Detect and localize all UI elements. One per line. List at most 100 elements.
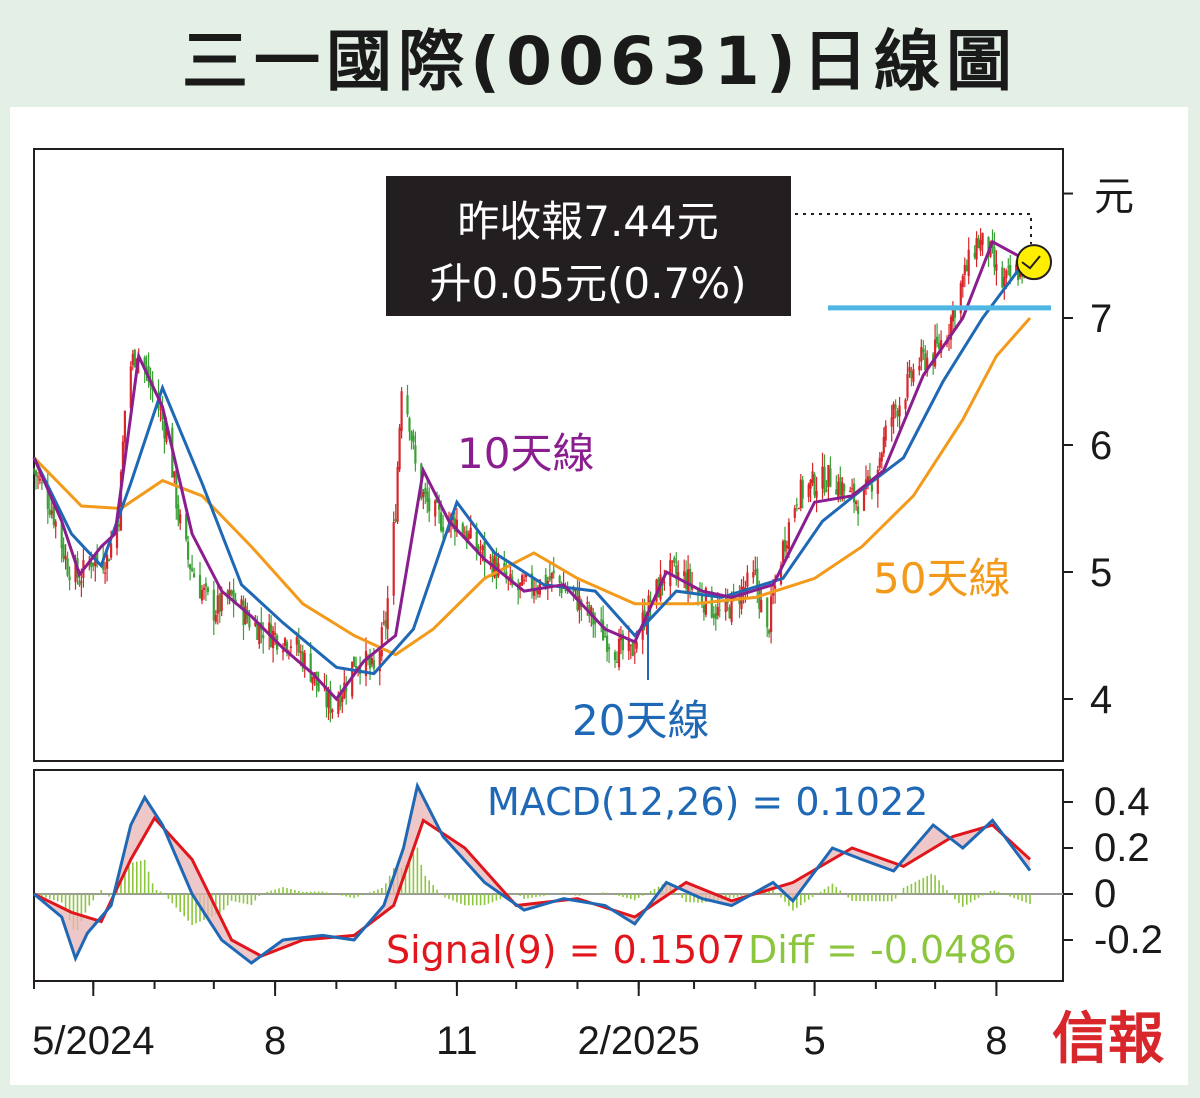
candle-body	[434, 500, 437, 517]
candle-body	[880, 453, 883, 462]
candle-body	[532, 590, 536, 596]
candle-body	[770, 596, 773, 632]
candle-body	[870, 484, 873, 492]
candle-body	[339, 694, 342, 707]
candle-body	[936, 336, 939, 344]
candle-body	[189, 564, 192, 570]
candle-body	[187, 541, 190, 560]
candle-body	[214, 614, 217, 622]
y-tick-label: 0.2	[1094, 826, 1150, 870]
candle-body	[801, 480, 804, 499]
candle-body	[78, 580, 81, 585]
candle-body	[835, 489, 838, 495]
candle-body	[477, 546, 480, 553]
candle-body	[724, 598, 727, 612]
y-tick-label: 7	[1090, 297, 1112, 341]
candle-body	[161, 409, 164, 420]
candle-body	[965, 265, 968, 272]
candle-body	[673, 557, 676, 564]
candle-body	[90, 562, 93, 568]
candle-body	[746, 572, 749, 587]
candle-body	[289, 646, 292, 649]
candle-body	[68, 576, 71, 581]
price-unit-label: 元	[1094, 174, 1134, 220]
candle-body	[123, 410, 126, 443]
candle-body	[337, 699, 340, 714]
y-tick-label: -0.2	[1094, 918, 1163, 962]
ma10-line	[32, 239, 1031, 702]
candle-body	[481, 546, 484, 551]
candle-body	[104, 572, 107, 574]
candle-body	[809, 479, 812, 489]
candle-body	[813, 474, 816, 496]
candle-body	[329, 689, 332, 714]
candle-body	[904, 399, 907, 409]
candle-body	[384, 620, 387, 628]
candle-body	[963, 264, 966, 275]
candle-body	[185, 513, 188, 540]
y-tick-label: 0.4	[1094, 780, 1150, 824]
candle-body	[406, 395, 409, 415]
ma20-label: 20天線	[572, 696, 709, 745]
candle-body	[594, 621, 597, 624]
candle-body	[718, 609, 721, 611]
candle-body	[32, 469, 36, 471]
candle-body	[586, 602, 589, 604]
candle-body	[372, 660, 375, 669]
candle-body	[973, 252, 976, 258]
macd-label: MACD(12,26) = 0.1022	[487, 780, 928, 824]
candle-body	[94, 556, 97, 567]
candle-body	[521, 575, 524, 586]
candle-body	[378, 651, 381, 672]
candle-body	[783, 540, 787, 552]
candle-body	[412, 435, 415, 442]
candle-body	[604, 636, 607, 638]
candle-body	[80, 581, 83, 583]
y-tick-label: 6	[1090, 424, 1112, 468]
candle-body	[906, 373, 909, 398]
macd-y-axis: 0.40.20-0.2	[1063, 780, 1163, 962]
candle-body	[787, 522, 790, 550]
candle-body	[110, 543, 113, 558]
diff-label: Diff = -0.0486	[748, 928, 1017, 972]
candle-body	[40, 482, 43, 484]
candle-body	[200, 590, 204, 601]
candle-body	[46, 487, 49, 510]
candle-body	[953, 307, 956, 318]
candle-body	[781, 541, 785, 563]
candle-body	[849, 490, 852, 492]
candle-body	[202, 587, 206, 591]
callout-leader	[795, 213, 1032, 245]
candle-body	[285, 641, 289, 652]
candle-body	[212, 589, 215, 621]
candle-body	[426, 491, 429, 503]
candle-body	[621, 633, 624, 651]
candle-body	[558, 576, 561, 583]
candle-body	[829, 468, 832, 487]
candle-body	[1015, 264, 1018, 274]
candle-body	[627, 640, 630, 652]
candle-body	[52, 505, 55, 525]
candle-body	[309, 653, 312, 682]
candle-body	[544, 574, 547, 588]
signal-label: Signal(9) = 0.1507	[386, 928, 746, 972]
candle-body	[106, 554, 109, 569]
candle-body	[774, 585, 777, 589]
candle-body	[827, 465, 830, 488]
candle-body	[884, 425, 887, 441]
candle-body	[453, 518, 456, 532]
candle-body	[465, 530, 468, 543]
candle-body	[995, 264, 998, 271]
candle-body	[240, 599, 243, 606]
candle-body	[254, 622, 257, 626]
candle-body	[878, 458, 881, 468]
candle-body	[922, 349, 925, 353]
candle-body	[386, 598, 389, 630]
candle-body	[619, 637, 622, 641]
candle-body	[754, 570, 757, 572]
candle-body	[795, 504, 798, 506]
candle-body	[283, 638, 287, 647]
candle-body	[730, 593, 733, 622]
candle-body	[687, 569, 690, 592]
candle-body	[311, 676, 314, 684]
